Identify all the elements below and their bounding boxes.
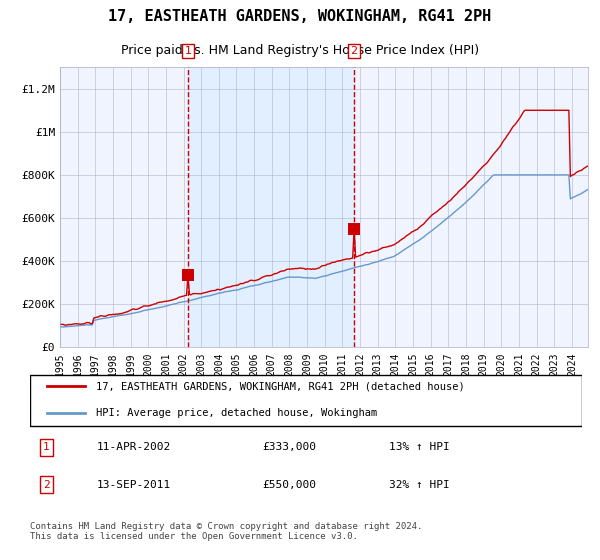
Text: 17, EASTHEATH GARDENS, WOKINGHAM, RG41 2PH: 17, EASTHEATH GARDENS, WOKINGHAM, RG41 2… bbox=[109, 10, 491, 24]
Text: 11-APR-2002: 11-APR-2002 bbox=[96, 442, 170, 452]
FancyBboxPatch shape bbox=[30, 375, 582, 426]
Text: 2: 2 bbox=[350, 46, 358, 56]
Text: HPI: Average price, detached house, Wokingham: HPI: Average price, detached house, Woki… bbox=[96, 408, 377, 418]
Text: £550,000: £550,000 bbox=[262, 480, 316, 490]
Text: 1: 1 bbox=[184, 46, 191, 56]
Text: £333,000: £333,000 bbox=[262, 442, 316, 452]
Text: 17, EASTHEATH GARDENS, WOKINGHAM, RG41 2PH (detached house): 17, EASTHEATH GARDENS, WOKINGHAM, RG41 2… bbox=[96, 381, 465, 391]
Text: 32% ↑ HPI: 32% ↑ HPI bbox=[389, 480, 449, 490]
Text: 1: 1 bbox=[43, 442, 50, 452]
Text: 13% ↑ HPI: 13% ↑ HPI bbox=[389, 442, 449, 452]
Text: 13-SEP-2011: 13-SEP-2011 bbox=[96, 480, 170, 490]
Text: Contains HM Land Registry data © Crown copyright and database right 2024.
This d: Contains HM Land Registry data © Crown c… bbox=[30, 522, 422, 542]
Bar bbox=[188, 67, 354, 347]
Text: 2: 2 bbox=[43, 480, 50, 490]
Text: Price paid vs. HM Land Registry's House Price Index (HPI): Price paid vs. HM Land Registry's House … bbox=[121, 44, 479, 57]
